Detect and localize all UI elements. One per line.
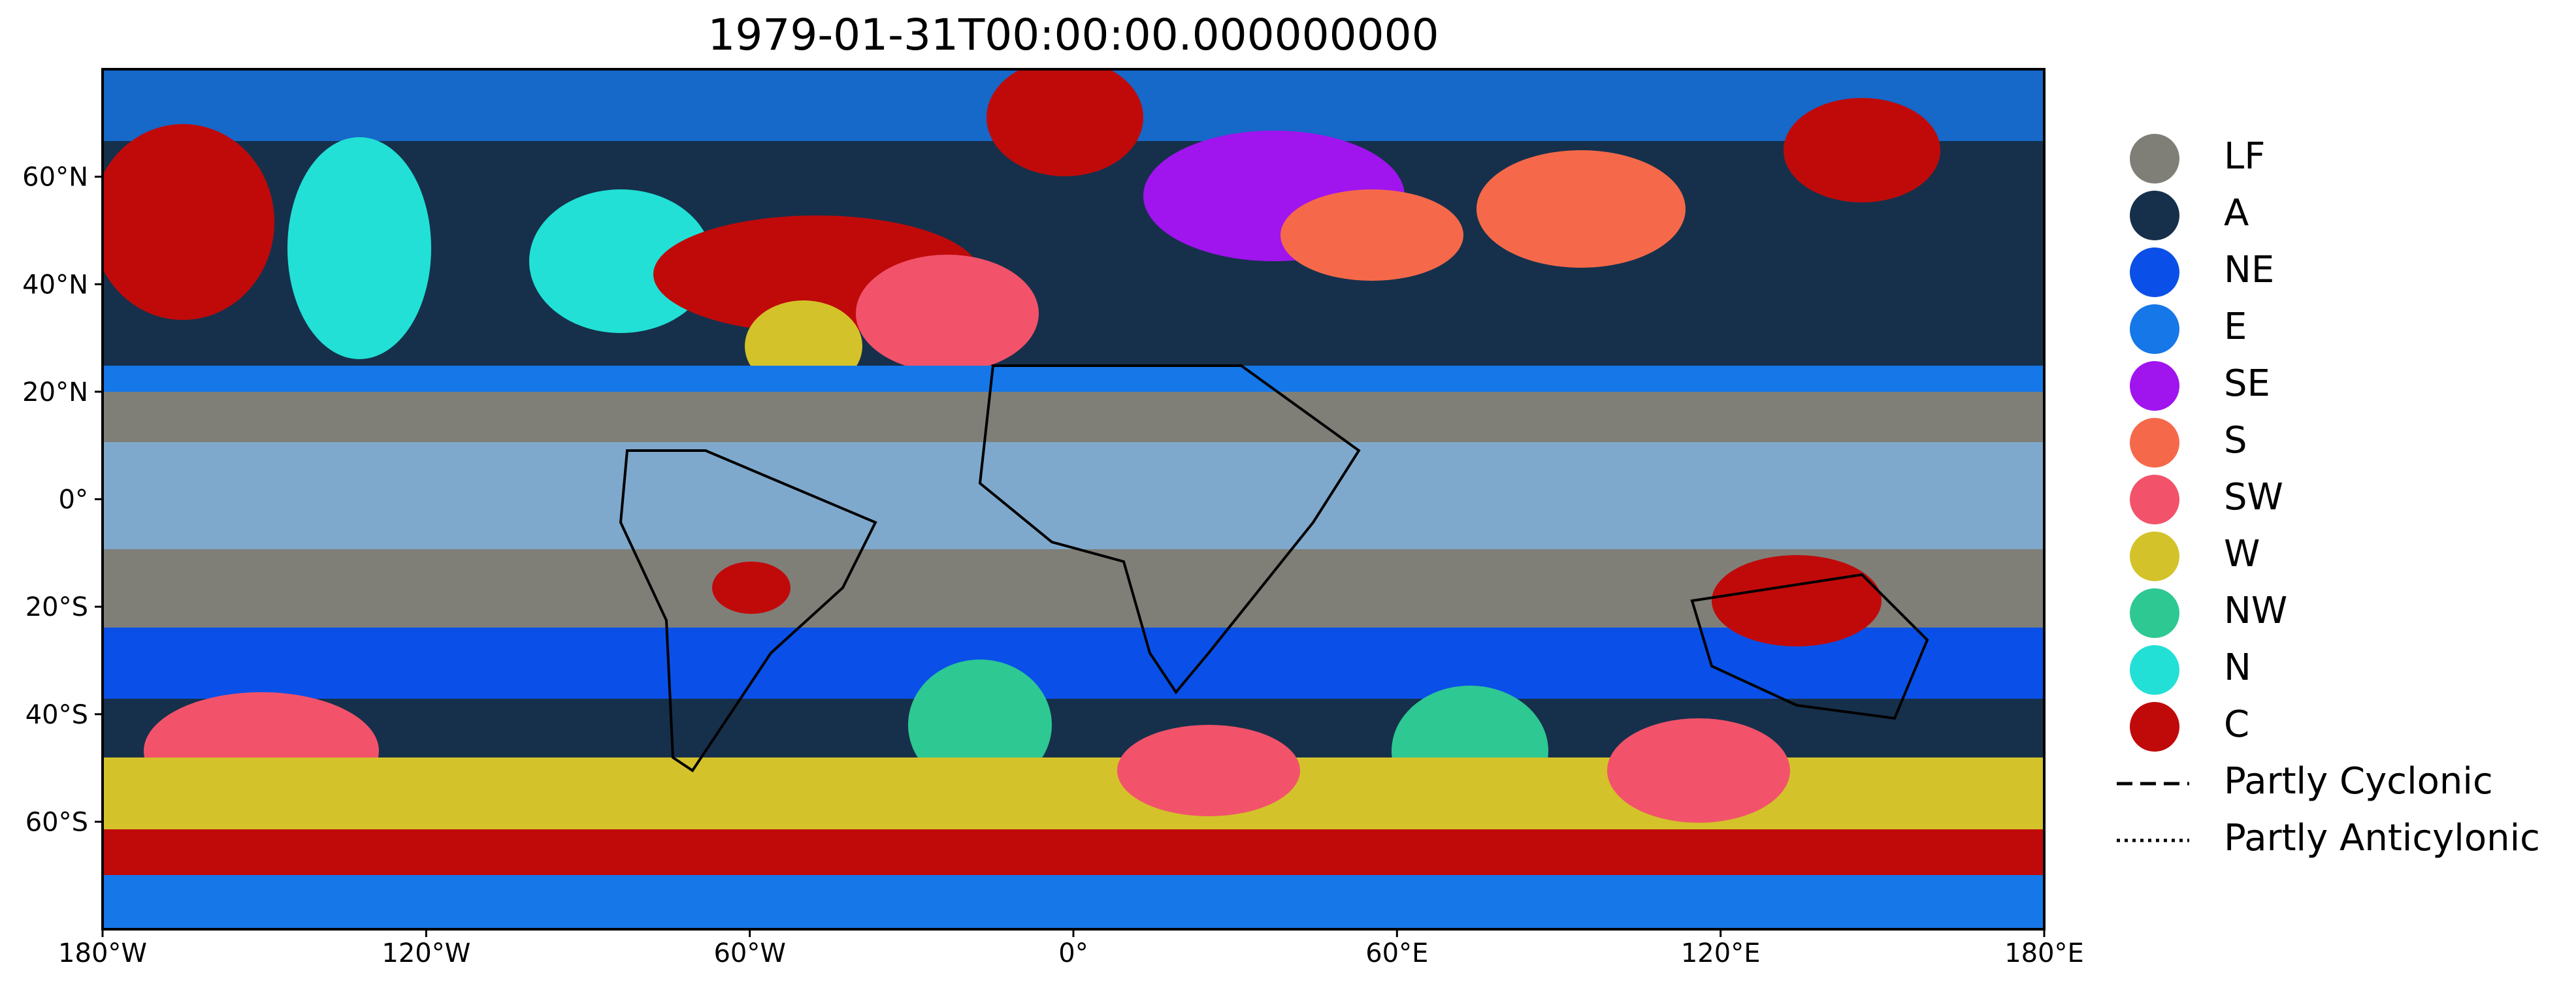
- legend-label: E: [2224, 306, 2247, 348]
- region: [712, 562, 791, 614]
- y-tick-label: 40°N: [22, 270, 88, 300]
- x-tick-label: 0°: [1058, 938, 1088, 968]
- legend-label: SE: [2224, 362, 2270, 405]
- legend-marker: [2130, 304, 2179, 354]
- legend-marker: [2130, 532, 2179, 581]
- region: [1117, 725, 1300, 816]
- y-tick-label: 60°N: [22, 163, 88, 193]
- x-tick-label: 60°W: [713, 938, 785, 968]
- region: [103, 829, 2044, 875]
- region: [856, 255, 1039, 372]
- legend-label: NW: [2224, 590, 2287, 632]
- coastline: [978, 364, 1361, 695]
- coastline: [619, 449, 877, 773]
- region: [1476, 150, 1686, 268]
- map-title: 1979-01-31T00:00:00.000000000: [708, 10, 1439, 60]
- legend-marker: [2130, 588, 2179, 638]
- y-tick-label: 20°N: [22, 377, 88, 407]
- legend-label: LF: [2224, 135, 2265, 178]
- y-tick-label: 0°: [59, 485, 88, 515]
- axes: 180°W 120°W 60°W 0° 60°E 120°E 180°E 60°N 40°N 20…: [22, 163, 2084, 968]
- legend-label: NE: [2224, 249, 2274, 291]
- region: [1280, 189, 1463, 281]
- legend-label: SW: [2224, 476, 2283, 518]
- legend-marker: [2130, 702, 2179, 752]
- region: [103, 875, 2044, 929]
- region: [1607, 718, 1790, 823]
- legend-marker: [2130, 418, 2179, 468]
- legend-label: N: [2224, 646, 2251, 689]
- legend-label: Partly Cyclonic: [2224, 760, 2493, 803]
- y-tick-label: 20°S: [25, 592, 88, 622]
- x-tick-label: 120°E: [1681, 938, 1761, 968]
- x-tick-label: 180°W: [58, 938, 147, 968]
- legend-marker: [2130, 191, 2179, 240]
- y-tick-label: 60°S: [25, 807, 88, 837]
- legend-marker: [2130, 645, 2179, 695]
- legend-marker: [2130, 247, 2179, 297]
- x-tick-label: 180°E: [2004, 938, 2084, 968]
- equator-band: [103, 442, 2044, 549]
- region: [103, 392, 2044, 442]
- legend-label: W: [2224, 533, 2260, 575]
- region: [287, 137, 431, 359]
- legend-marker: [2130, 134, 2179, 183]
- y-tick-label: 40°S: [25, 700, 88, 730]
- legend-label: S: [2224, 419, 2247, 462]
- region: [103, 124, 274, 320]
- legend-label: Partly Anticylonic: [2224, 817, 2540, 859]
- map-area: [103, 69, 2044, 929]
- legend-marker: [2130, 361, 2179, 411]
- coastline: [1690, 573, 1929, 720]
- legend-label: C: [2224, 703, 2249, 746]
- x-tick-label: 60°E: [1365, 938, 1428, 968]
- x-tick-label: 120°W: [382, 938, 470, 968]
- legend-label: A: [2224, 192, 2249, 234]
- legend-marker: [2130, 475, 2179, 524]
- legend: LF A NE E SE S SW W NW NC Partly Cyclonic Partly An…: [2117, 134, 2540, 859]
- region: [1784, 98, 1940, 202]
- region: [986, 69, 1143, 176]
- region: [103, 628, 2044, 699]
- region: [1712, 555, 1882, 646]
